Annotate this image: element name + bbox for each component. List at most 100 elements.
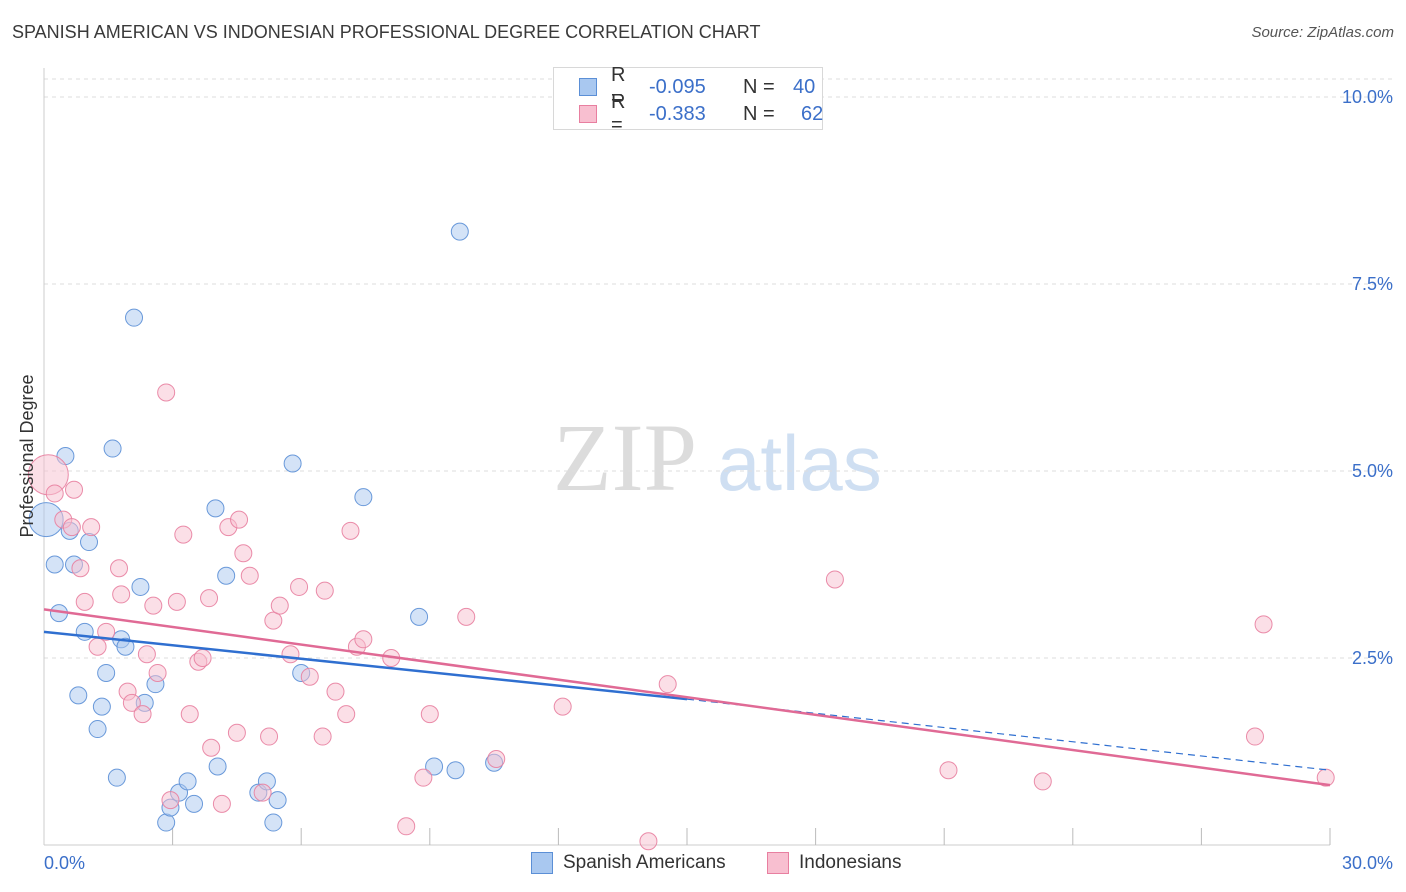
point-indonesian [75, 592, 94, 611]
point-spanish-american [92, 697, 111, 716]
watermark-zip: ZIP [553, 404, 697, 511]
point-indonesian [341, 521, 360, 540]
point-indonesian [264, 611, 283, 630]
point-spanish-american [45, 555, 64, 574]
point-spanish-american [217, 566, 236, 585]
trend-line-spanish-americans [43, 630, 688, 701]
point-indonesian [397, 817, 416, 836]
point-spanish-american [88, 720, 107, 739]
point-indonesian [260, 727, 279, 746]
y-tick-label: 5.0% [1352, 461, 1393, 481]
y-axis-label: Professional Degree [17, 374, 37, 537]
legend-r-label: R = [611, 64, 626, 109]
point-spanish-american [450, 222, 469, 241]
point-indonesian [553, 697, 572, 716]
legend-swatch-pink [579, 105, 597, 123]
point-spanish-american [354, 488, 373, 507]
legend-n-value: 62 [801, 102, 824, 125]
tick-labels: 2.5% 5.0% 7.5% 10.0% 0.0% 30.0% [44, 87, 1393, 873]
trend-line-indonesians [43, 608, 1331, 787]
point-indonesian [193, 649, 212, 667]
y-tick-label: 2.5% [1352, 648, 1393, 668]
point-spanish-american [446, 761, 465, 780]
point-indonesian [180, 705, 199, 724]
point-indonesian [133, 705, 152, 724]
point-indonesian [230, 510, 249, 529]
point-indonesian [88, 637, 107, 656]
point-indonesian [414, 768, 433, 787]
correlation-legend: R = -0.095 N = 40 R = -0.383 N = 62 [553, 64, 824, 136]
point-spanish-american [103, 439, 122, 458]
point-spanish-american [116, 637, 135, 656]
point-indonesian [148, 663, 167, 682]
point-indonesian [240, 566, 259, 585]
point-spanish-american [208, 757, 227, 776]
point-indonesian [253, 783, 272, 802]
legend-item-indonesians: Indonesians [767, 852, 901, 874]
point-indonesian [270, 596, 289, 615]
data-points [27, 222, 1335, 851]
watermark: ZIP atlas [553, 404, 882, 511]
legend-n-label: N = [743, 102, 775, 125]
y-tick-label: 7.5% [1352, 274, 1393, 294]
point-indonesian [97, 622, 116, 641]
point-spanish-american [425, 757, 444, 776]
point-indonesian [1254, 615, 1273, 634]
legend-label: Indonesians [799, 852, 902, 873]
point-indonesian [313, 727, 332, 746]
point-indonesian [161, 791, 180, 810]
point-indonesian [137, 645, 156, 664]
legend-row-indonesians: R = -0.383 N = 62 [579, 91, 824, 136]
point-spanish-american [268, 791, 287, 810]
point-spanish-american [283, 454, 302, 473]
point-spanish-american [69, 686, 88, 705]
point-spanish-american [131, 577, 150, 596]
point-indonesian [457, 607, 476, 626]
point-indonesian [82, 518, 101, 537]
point-indonesian [487, 749, 506, 768]
point-spanish-american [157, 813, 176, 832]
point-indonesian [658, 675, 677, 694]
legend-item-spanish-americans: Spanish Americans [531, 852, 726, 874]
legend-r-value: -0.095 [649, 75, 706, 98]
point-spanish-american [107, 768, 126, 787]
chart-title: SPANISH AMERICAN VS INDONESIAN PROFESSIO… [12, 22, 761, 42]
point-spanish-american [206, 499, 225, 518]
x-tick-label: 30.0% [1342, 853, 1393, 873]
point-indonesian [212, 794, 231, 813]
legend-swatch-blue [531, 852, 553, 874]
legend-r-value: -0.383 [649, 102, 706, 125]
point-indonesian [227, 723, 246, 742]
point-indonesian [939, 761, 958, 780]
point-indonesian [326, 682, 345, 701]
legend-n-label: N = [743, 75, 775, 98]
point-indonesian [112, 585, 131, 604]
legend-r-label: R = [611, 91, 626, 136]
legend-swatch-blue [579, 78, 597, 96]
point-indonesian [234, 544, 253, 563]
point-indonesian [1245, 727, 1264, 746]
point-indonesian [337, 705, 356, 724]
y-tick-label: 10.0% [1342, 87, 1393, 107]
point-indonesian [65, 480, 84, 499]
point-spanish-american [178, 772, 197, 791]
point-indonesian [144, 596, 163, 615]
point-indonesian [167, 592, 186, 611]
point-indonesian [45, 484, 64, 503]
x-tick-label: 0.0% [44, 853, 85, 873]
point-spanish-american [410, 607, 429, 626]
point-indonesian [110, 559, 129, 578]
trend-lines [43, 608, 1331, 787]
point-spanish-american [264, 813, 283, 832]
point-indonesian [300, 667, 319, 686]
point-indonesian [290, 577, 309, 596]
point-spanish-american [80, 533, 99, 552]
legend-label: Spanish Americans [563, 852, 726, 873]
point-indonesian [174, 525, 193, 544]
legend-swatch-pink [767, 852, 789, 874]
point-spanish-american [185, 794, 204, 813]
watermark-atlas: atlas [717, 419, 882, 507]
point-indonesian [354, 630, 373, 649]
point-indonesian [825, 570, 844, 589]
